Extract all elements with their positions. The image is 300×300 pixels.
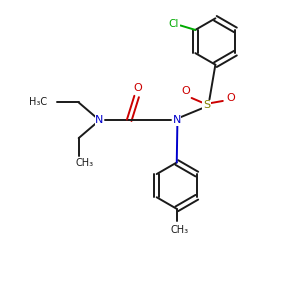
Text: N: N: [95, 115, 104, 125]
Text: O: O: [227, 93, 236, 103]
Text: O: O: [181, 86, 190, 96]
Text: S: S: [203, 100, 210, 110]
Text: H₃C: H₃C: [29, 98, 47, 107]
Text: CH₃: CH₃: [76, 158, 94, 168]
Text: CH₃: CH₃: [171, 225, 189, 235]
Text: O: O: [134, 83, 142, 93]
Text: N: N: [172, 115, 181, 125]
Text: Cl: Cl: [169, 19, 179, 29]
